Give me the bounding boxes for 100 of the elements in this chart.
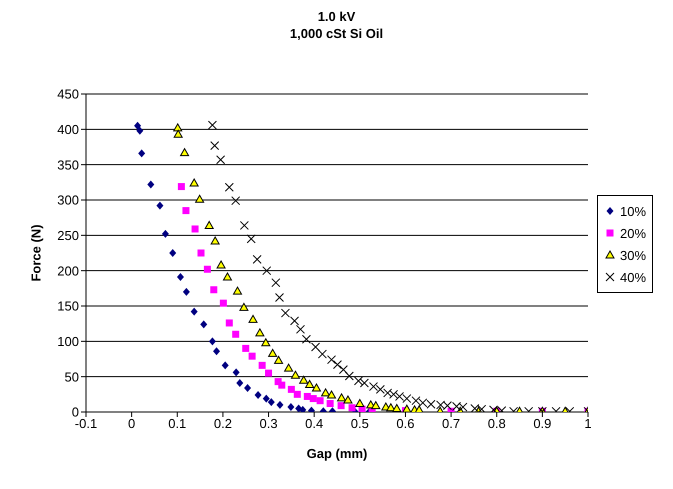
point (305, 380, 314, 388)
point (332, 360, 342, 370)
point (271, 278, 280, 288)
y-tick-label: 300 (57, 192, 79, 208)
point (232, 330, 240, 338)
x-tick-label: 0.7 (442, 416, 460, 432)
point (232, 368, 240, 376)
point (255, 328, 264, 336)
x-tick-label: 0.3 (260, 416, 278, 432)
point (426, 400, 436, 409)
point (321, 388, 330, 396)
point (138, 149, 146, 158)
point (296, 324, 305, 334)
point (343, 395, 352, 404)
point (284, 364, 294, 372)
point (258, 362, 266, 369)
point (174, 130, 183, 138)
point (344, 371, 354, 380)
point (204, 266, 211, 273)
point (276, 400, 284, 409)
y-tick-label: 100 (57, 334, 79, 349)
point (338, 402, 345, 410)
point (182, 288, 190, 296)
point (254, 391, 262, 400)
point (371, 401, 380, 410)
point (242, 344, 250, 352)
point (290, 316, 300, 326)
point (326, 400, 334, 408)
x-tick-label: 0.9 (533, 416, 552, 432)
point (182, 207, 190, 214)
point (248, 314, 258, 323)
point (195, 194, 204, 203)
legend-label: 20% (620, 226, 646, 240)
point (288, 386, 295, 393)
legend-label: 30% (620, 248, 646, 262)
y-axis-title: Force (N) (28, 224, 44, 282)
point (280, 308, 290, 318)
point (302, 334, 311, 344)
point (246, 234, 256, 244)
legend-label: 40% (620, 270, 646, 284)
point (248, 352, 256, 360)
point (233, 286, 242, 295)
point (458, 402, 468, 412)
y-tick-label: 400 (57, 122, 79, 137)
point (392, 404, 402, 412)
point (262, 266, 272, 276)
point (216, 155, 226, 164)
chart-subtitle: 1,000 cSt Si Oil (288, 25, 384, 42)
point (236, 379, 244, 388)
point (176, 273, 184, 282)
point (395, 392, 404, 401)
x-tick-label: 0.4 (305, 416, 324, 432)
point (376, 384, 385, 394)
point (268, 348, 278, 357)
point (290, 370, 300, 379)
point (190, 178, 199, 187)
x-tick-label: 0.2 (214, 416, 232, 432)
point (134, 122, 142, 130)
point (354, 376, 363, 386)
point (231, 196, 240, 206)
point (244, 384, 252, 392)
point (299, 406, 306, 412)
point (147, 180, 154, 188)
point (355, 399, 364, 408)
legend-label: 10% (620, 204, 646, 218)
chart-title: 1.0 kV (316, 8, 356, 25)
point (310, 395, 317, 402)
point (156, 202, 164, 210)
point (337, 393, 346, 402)
y-tick-label: 150 (57, 298, 79, 314)
point (338, 365, 348, 374)
point (204, 220, 214, 229)
point (162, 230, 169, 238)
point (224, 182, 234, 192)
point (169, 249, 176, 257)
point (178, 183, 185, 190)
point (240, 220, 249, 230)
point (294, 390, 301, 398)
y-tick-label: 350 (57, 157, 79, 172)
point (265, 370, 272, 377)
point (216, 260, 226, 269)
point (252, 254, 262, 264)
point (262, 394, 270, 403)
point (210, 286, 218, 294)
point (208, 337, 216, 346)
x-tick-label: 0 (128, 416, 136, 432)
point (411, 396, 420, 406)
point (383, 388, 392, 398)
point (327, 390, 336, 399)
point (261, 338, 270, 346)
point (318, 350, 327, 359)
y-tick-label: 250 (57, 228, 79, 243)
x-tick-label: 1 (584, 416, 592, 432)
point (200, 320, 208, 328)
point (274, 356, 284, 364)
x-tick-label: 0.1 (168, 416, 186, 432)
point (198, 250, 205, 256)
point (222, 272, 232, 281)
point (173, 123, 182, 132)
point (210, 141, 220, 150)
